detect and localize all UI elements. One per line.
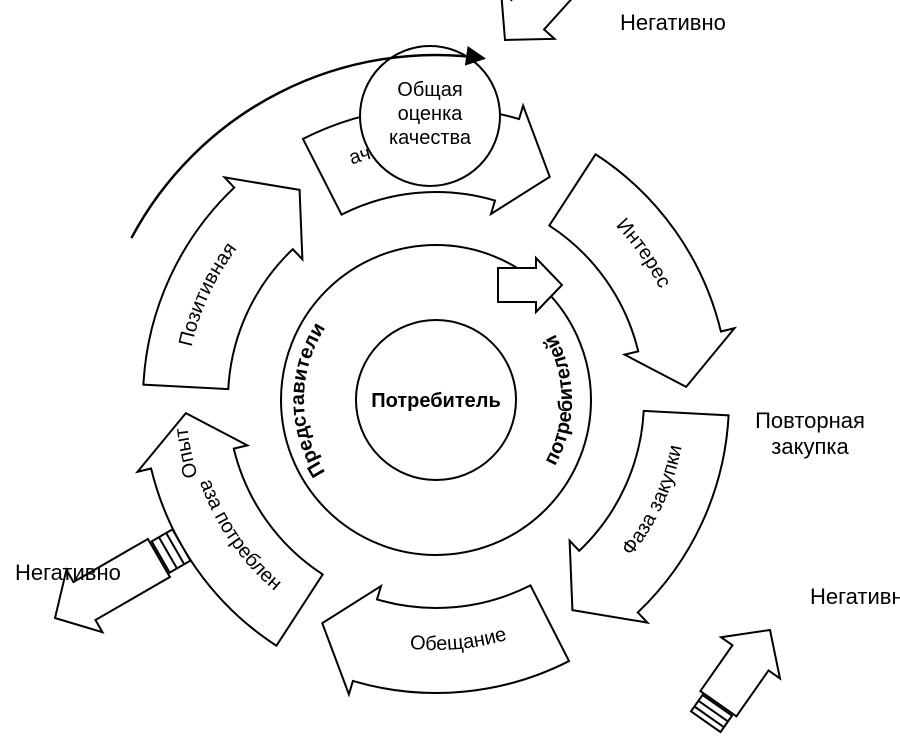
quality-line-2: качества [389,127,472,149]
exit-top-icon [478,0,598,64]
exit-right-icon [676,609,799,742]
exit-top-label: Негативно [620,10,726,35]
repeat-label-1: Повторная [755,408,865,433]
exit-left-label: Негативно [15,560,121,585]
ring-segment-0 [143,177,302,389]
quality-line-1: оценка [398,103,464,125]
inner-label: Потребитель [371,390,501,412]
repeat-label-2: закупка [771,434,849,459]
exit-right-label: Негативно [810,584,900,609]
quality-line-0: Общая [397,79,462,101]
